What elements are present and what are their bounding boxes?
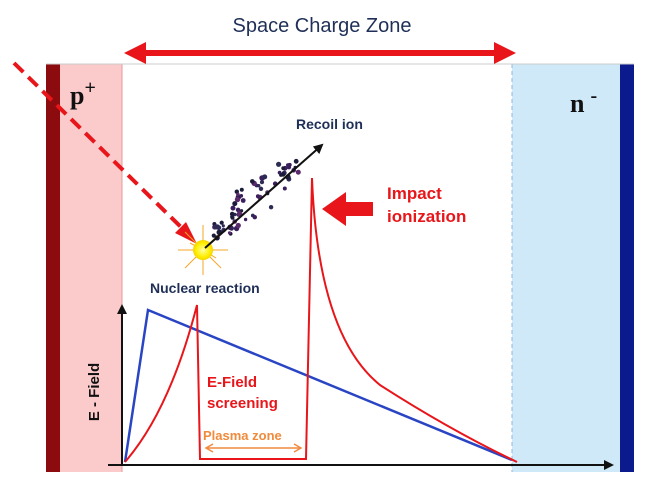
- particle-dot: [258, 186, 264, 191]
- particle-dot: [240, 198, 246, 203]
- particle-dot: [219, 220, 224, 225]
- particle-dot: [239, 194, 244, 198]
- particle-dot: [280, 172, 286, 177]
- particle-dot: [234, 196, 241, 203]
- plasma-zone-label: Plasma zone: [203, 428, 282, 443]
- n-contact: [620, 64, 634, 472]
- particle-dot: [227, 231, 232, 235]
- particle-dot: [257, 184, 261, 188]
- particle-dot: [282, 186, 287, 191]
- particle-dot: [252, 215, 257, 220]
- particle-dot: [229, 211, 235, 217]
- y-axis-label: E - Field: [86, 363, 103, 421]
- particle-dot: [293, 158, 299, 164]
- particle-dot: [268, 205, 274, 210]
- particle-dot: [230, 215, 235, 220]
- particle-dot: [281, 166, 286, 171]
- p-contact: [46, 64, 60, 472]
- particle-dot: [286, 163, 290, 167]
- recoil-ion-arrow: [204, 143, 324, 249]
- particle-dot: [250, 179, 255, 184]
- recoil-ion-label: Recoil ion: [296, 116, 363, 132]
- space-charge-arrow: [124, 42, 516, 64]
- particle-dot: [243, 217, 248, 222]
- particle-dot: [259, 180, 265, 185]
- impact-ionization-label-line1: Impact: [387, 184, 442, 203]
- nuclear-reaction-label: Nuclear reaction: [150, 280, 260, 296]
- particle-dot: [216, 225, 222, 231]
- particle-dot: [239, 187, 244, 192]
- efield-screened-curve: [124, 177, 518, 463]
- recoil-particle-cloud: [211, 158, 301, 241]
- efield-screening-label-line2: screening: [207, 395, 278, 412]
- particle-dot: [262, 174, 268, 180]
- particle-dot: [221, 224, 225, 228]
- particle-dot: [235, 222, 241, 229]
- particle-dot: [236, 192, 240, 197]
- impact-ionization-label-line2: ionization: [387, 207, 466, 226]
- particle-dot: [295, 169, 301, 175]
- efield-unperturbed-curve: [123, 308, 513, 463]
- particle-dot: [211, 233, 216, 238]
- efield-screening-label-line1: E-Field: [207, 374, 257, 391]
- diagram-title: Space Charge Zone: [232, 15, 411, 37]
- n-region: [512, 64, 620, 472]
- plasma-zone-arrow: [204, 443, 303, 453]
- particle-dot: [276, 161, 282, 167]
- space-charge-region: [122, 64, 512, 472]
- n-region-label: n-: [570, 85, 597, 118]
- particle-dot: [232, 201, 238, 207]
- particle-dot: [235, 207, 241, 213]
- particle-dot: [255, 194, 260, 199]
- particle-dot: [234, 189, 239, 194]
- impact-ionization-arrow: [322, 192, 373, 226]
- p-region-label: p+: [70, 77, 96, 110]
- particle-dot: [230, 205, 236, 211]
